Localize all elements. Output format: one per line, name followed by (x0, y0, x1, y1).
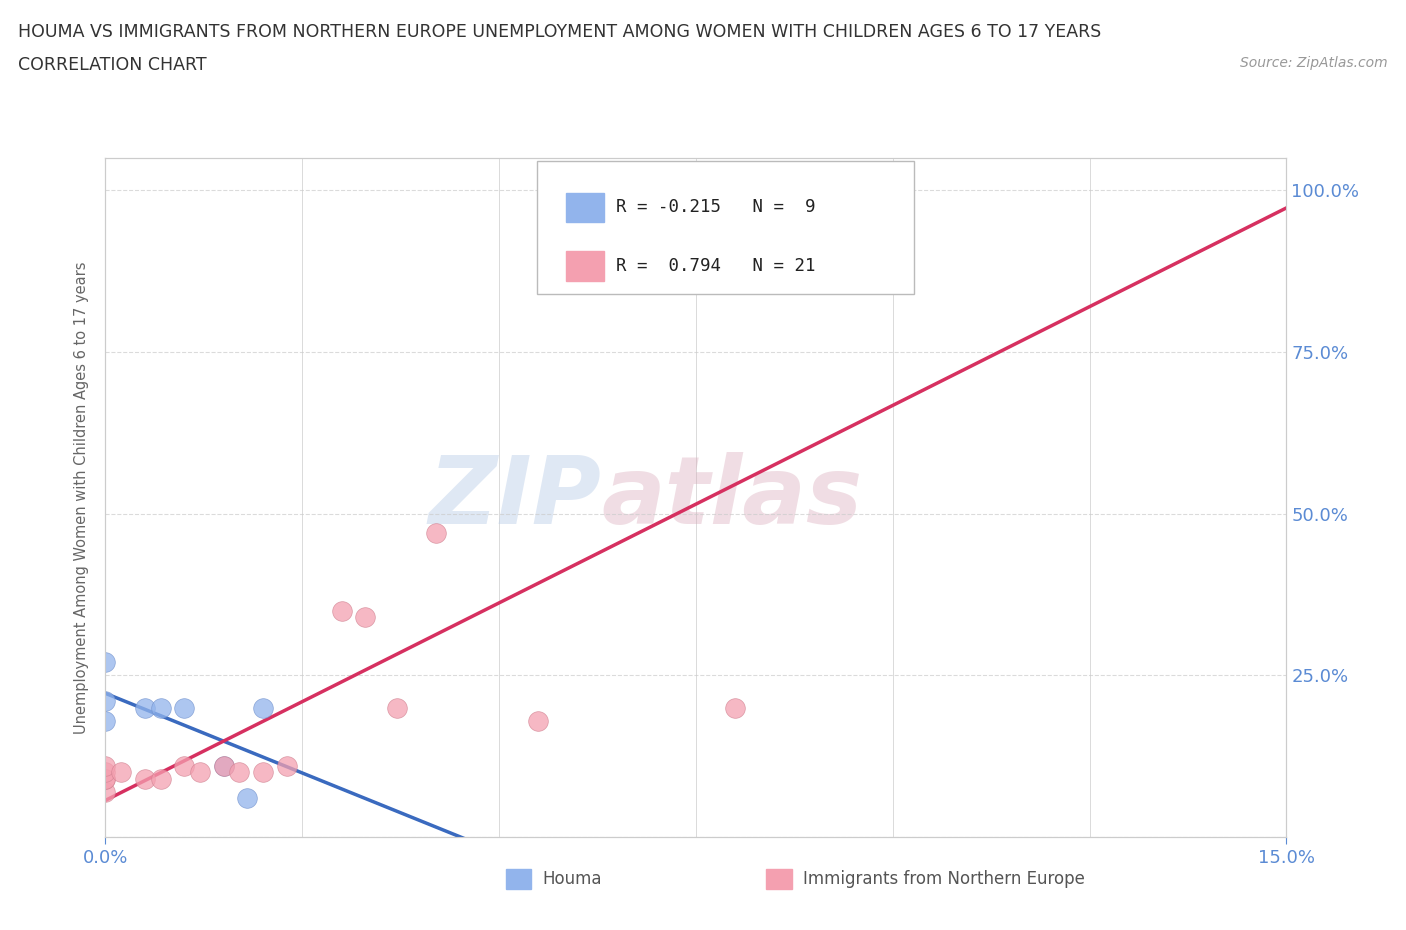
Point (425, 525, 447, 540)
Point (134, 700, 156, 715)
Point (110, 764, 132, 779)
Y-axis label: Unemployment Among Women with Children Ages 6 to 17 years: Unemployment Among Women with Children A… (75, 261, 90, 734)
Text: CORRELATION CHART: CORRELATION CHART (18, 56, 207, 73)
Point (212, 759, 235, 774)
Text: atlas: atlas (602, 452, 863, 543)
Point (94, 764, 117, 779)
Point (212, 759, 235, 774)
Point (276, 759, 298, 774)
Text: R =  0.794   N = 21: R = 0.794 N = 21 (616, 257, 815, 274)
Point (94, 784, 117, 799)
Text: R = -0.215   N =  9: R = -0.215 N = 9 (616, 198, 815, 217)
Text: HOUMA VS IMMIGRANTS FROM NORTHERN EUROPE UNEMPLOYMENT AMONG WOMEN WITH CHILDREN : HOUMA VS IMMIGRANTS FROM NORTHERN EUROPE… (18, 23, 1101, 41)
Point (149, 771, 172, 786)
Point (252, 700, 274, 715)
Point (173, 759, 195, 774)
Point (236, 790, 259, 805)
FancyBboxPatch shape (537, 162, 914, 294)
Point (94, 713, 117, 728)
Text: ZIP: ZIP (429, 452, 602, 543)
Text: Source: ZipAtlas.com: Source: ZipAtlas.com (1240, 56, 1388, 70)
Point (354, 610, 377, 625)
Point (228, 764, 250, 779)
Bar (567, 251, 603, 281)
Point (252, 764, 274, 779)
Point (134, 771, 156, 786)
Point (803, 183, 825, 198)
Point (94, 771, 117, 786)
Text: Immigrants from Northern Europe: Immigrants from Northern Europe (803, 870, 1084, 888)
Point (94, 759, 117, 774)
Point (527, 713, 550, 728)
Point (149, 700, 172, 715)
Text: Houma: Houma (543, 870, 602, 888)
Point (188, 764, 211, 779)
Point (385, 700, 408, 715)
Point (330, 604, 353, 618)
Bar (567, 193, 603, 222)
Point (94, 655, 117, 670)
Point (94, 771, 117, 786)
Point (724, 700, 747, 715)
Point (173, 700, 195, 715)
Point (94, 694, 117, 709)
